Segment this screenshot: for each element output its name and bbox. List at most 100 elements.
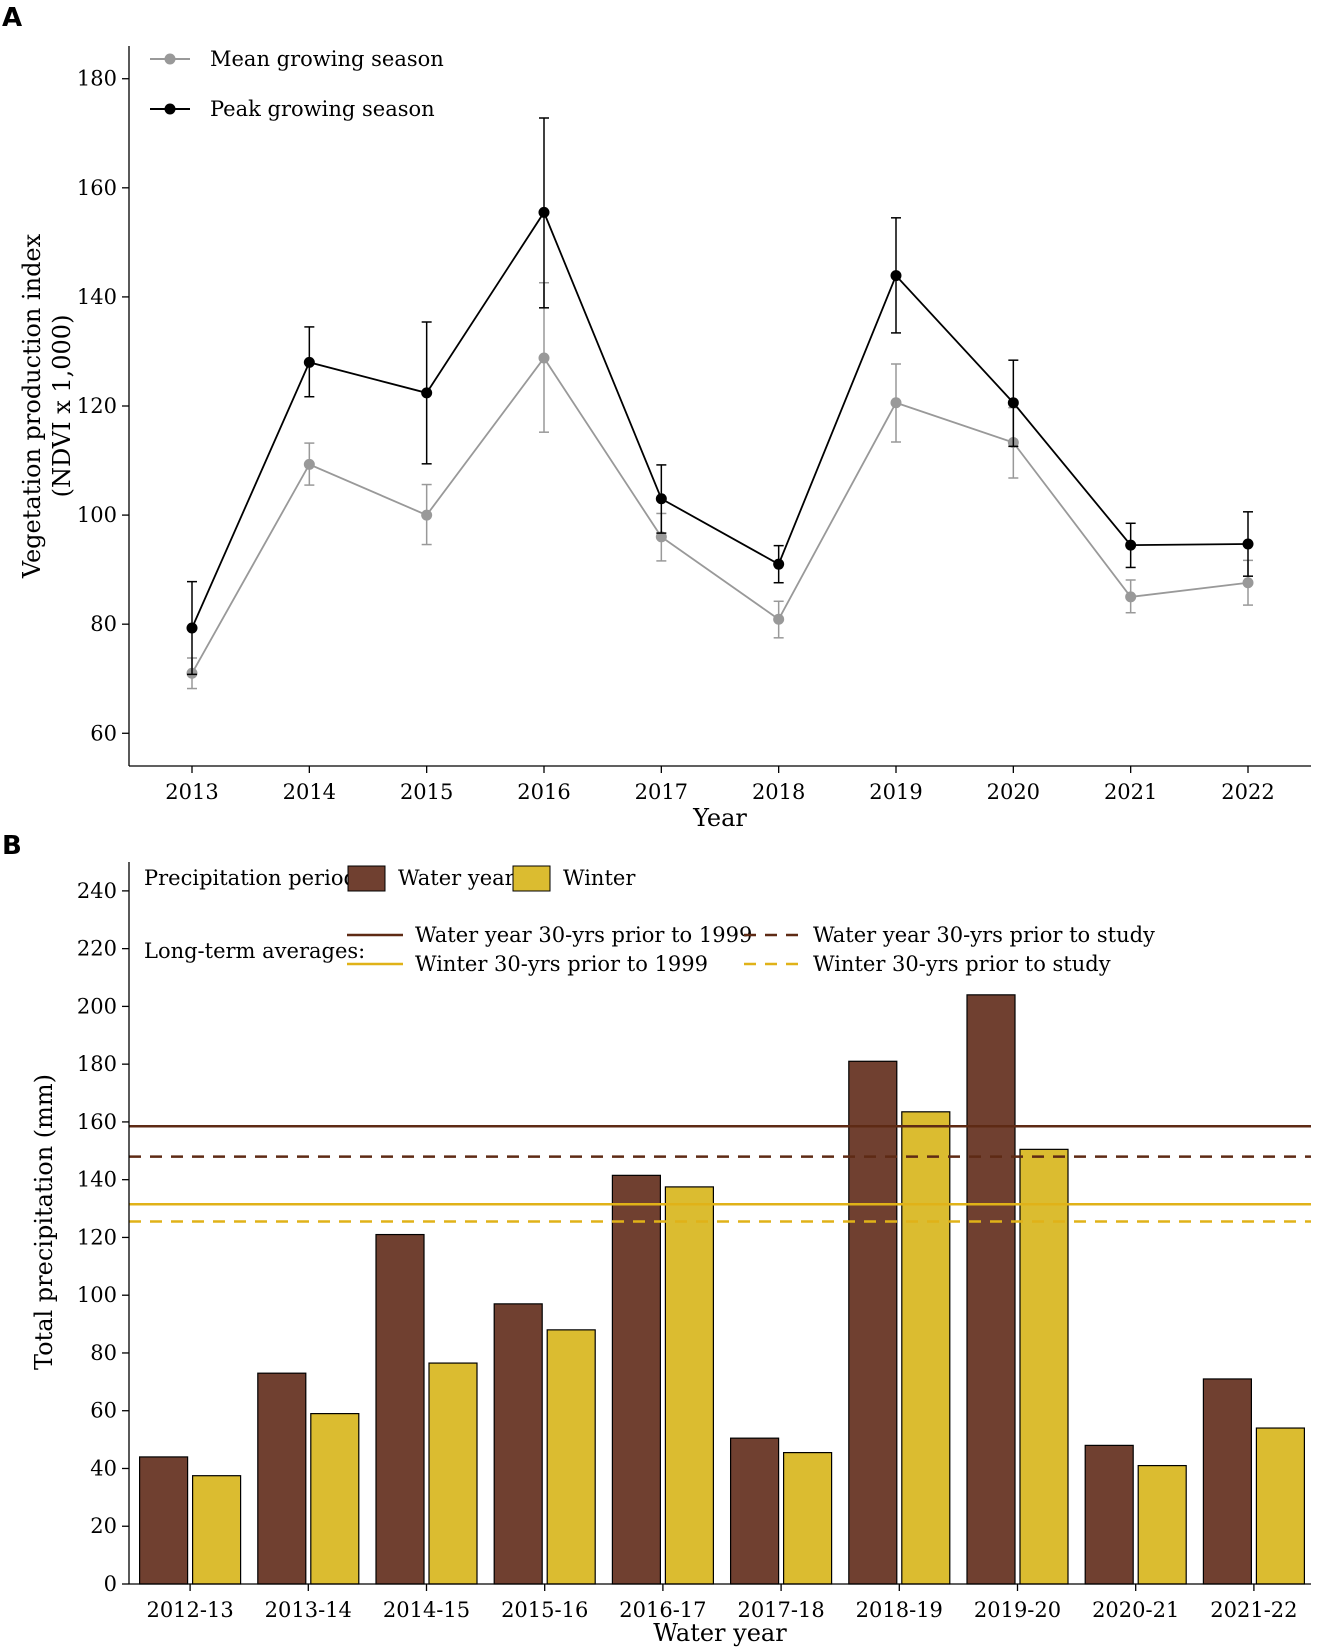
b-xtick-label: 2016-17 [619, 1598, 706, 1622]
b-bar-water-year [611, 1174, 662, 1585]
a-ytick-label: 100 [77, 503, 117, 527]
a-ytick-label: 60 [90, 721, 117, 745]
panel-b-letter: B [2, 831, 22, 861]
b-xtick-label: 2014-15 [383, 1598, 470, 1622]
a-data-point [773, 558, 785, 570]
panel-a: A 60 80 100 120 140 160 180 2013 2014 2015 2016 20… [2, 3, 1311, 832]
panel-b: B 0 20 40 60 80 100 120 140 160 180 200 220 240 2012… [2, 831, 1311, 1647]
panel-a-x-axis-title: Year [692, 804, 747, 832]
b-bar-water-year [1202, 1378, 1253, 1585]
panel-a-y-axis-title-line1: Vegetation production index [18, 233, 46, 579]
panel-a-legend: Mean growing season Peak growing season [150, 47, 444, 121]
b-bar-winter [1255, 1427, 1306, 1585]
b-bar-winter [428, 1362, 478, 1585]
b-bar-water-year [375, 1233, 425, 1585]
a-data-point [773, 613, 785, 625]
b-bar-winter [1137, 1464, 1187, 1585]
a-xtick-label: 2018 [752, 780, 805, 804]
b-xtick-label: 2019-20 [974, 1598, 1061, 1622]
a-data-point [655, 493, 667, 505]
b-ytick-label: 160 [77, 1110, 117, 1134]
b-bar-water-year [848, 1060, 898, 1585]
b-bar-winter [192, 1475, 242, 1585]
legend-water-study-label: Water year 30-yrs prior to study [813, 923, 1155, 947]
b-xtick-label: 2013-14 [265, 1598, 352, 1622]
b-ytick-label: 120 [77, 1225, 117, 1249]
b-ytick-label: 200 [77, 994, 117, 1018]
legend-peak-label: Peak growing season [210, 97, 435, 121]
a-data-point [1125, 539, 1137, 551]
a-xtick-label: 2017 [635, 780, 688, 804]
a-data-point [1242, 577, 1254, 589]
a-xtick-label: 2019 [869, 780, 922, 804]
b-ytick-label: 100 [77, 1283, 117, 1307]
b-xtick-label: 2021-22 [1210, 1598, 1297, 1622]
b-xtick-label: 2020-21 [1092, 1598, 1179, 1622]
legend-winter-study-label: Winter 30-yrs prior to study [813, 952, 1111, 976]
a-ytick-label: 80 [90, 612, 117, 636]
a-ytick-label: 120 [77, 394, 117, 418]
a-ytick-label: 180 [77, 67, 117, 91]
a-series-peak [186, 117, 1254, 676]
a-data-point [655, 531, 667, 543]
legend-mean-marker [164, 53, 176, 65]
legend-winter-label: Winter [563, 866, 636, 890]
a-data-point [538, 352, 550, 364]
panel-b-x-axis-title: Water year [653, 1619, 787, 1647]
panel-a-y-axis-title-line2: (NDVI x 1,000) [48, 315, 76, 498]
a-xtick-label: 2020 [987, 780, 1040, 804]
a-data-point [1007, 397, 1019, 409]
panel-b-y-axis-title: Total precipitation (mm) [30, 1074, 58, 1370]
a-data-point [890, 397, 902, 409]
b-xtick-label: 2012-13 [146, 1598, 233, 1622]
b-bar-water-year [1084, 1444, 1134, 1585]
a-series-line [191, 210, 1249, 629]
b-ytick-label: 240 [77, 879, 117, 903]
a-ytick-label: 140 [77, 285, 117, 309]
b-ytick-label: 40 [90, 1456, 117, 1480]
b-ytick-label: 20 [90, 1514, 117, 1538]
b-bar-water-year [139, 1456, 189, 1585]
a-data-point [421, 387, 433, 399]
a-xtick-label: 2022 [1221, 780, 1274, 804]
a-ytick-label: 160 [77, 176, 117, 200]
b-bar-winter [664, 1186, 715, 1585]
legend-avg-title: Long-term averages: [144, 939, 365, 963]
b-bar-winter [782, 1451, 833, 1585]
b-xtick-label: 2018-19 [856, 1598, 943, 1622]
a-data-point [421, 509, 433, 521]
b-xtick-label: 2015-16 [501, 1598, 588, 1622]
b-bar-water-year [729, 1437, 780, 1585]
b-bar-winter [310, 1413, 360, 1585]
a-xtick-label: 2016 [517, 780, 570, 804]
legend-period-title: Precipitation period: [144, 866, 364, 890]
a-xtick-label: 2015 [400, 780, 453, 804]
b-ytick-label: 140 [77, 1168, 117, 1192]
a-xtick-label: 2014 [283, 780, 336, 804]
a-data-point [186, 622, 198, 634]
panel-a-letter: A [2, 3, 22, 33]
legend-water-year-label: Water year [398, 866, 516, 890]
a-xtick-label: 2013 [165, 780, 218, 804]
b-ytick-label: 0 [104, 1572, 117, 1596]
a-data-point [1125, 591, 1137, 603]
a-series-mean [186, 281, 1254, 690]
legend-water-year-swatch [347, 865, 386, 892]
a-data-point [1242, 538, 1254, 550]
legend-mean-label: Mean growing season [210, 47, 444, 71]
legend-winter-1999-label: Winter 30-yrs prior to 1999 [415, 952, 708, 976]
b-bar-winter [901, 1111, 951, 1585]
b-bar-winter [1019, 1148, 1069, 1585]
b-xtick-label: 2017-18 [737, 1598, 824, 1622]
a-xtick-label: 2021 [1104, 780, 1157, 804]
b-bar-winter [546, 1329, 596, 1585]
panel-a-y-axis-title: Vegetation production index (NDVI x 1,00… [18, 233, 76, 579]
panel-b-legend: Precipitation period: Water year Winter … [144, 865, 1155, 976]
a-data-point [538, 206, 550, 218]
a-data-point [303, 458, 315, 470]
a-series-line [191, 356, 1249, 674]
a-data-point [303, 356, 315, 368]
b-bar-water-year [257, 1372, 307, 1585]
legend-peak-marker [164, 103, 176, 115]
